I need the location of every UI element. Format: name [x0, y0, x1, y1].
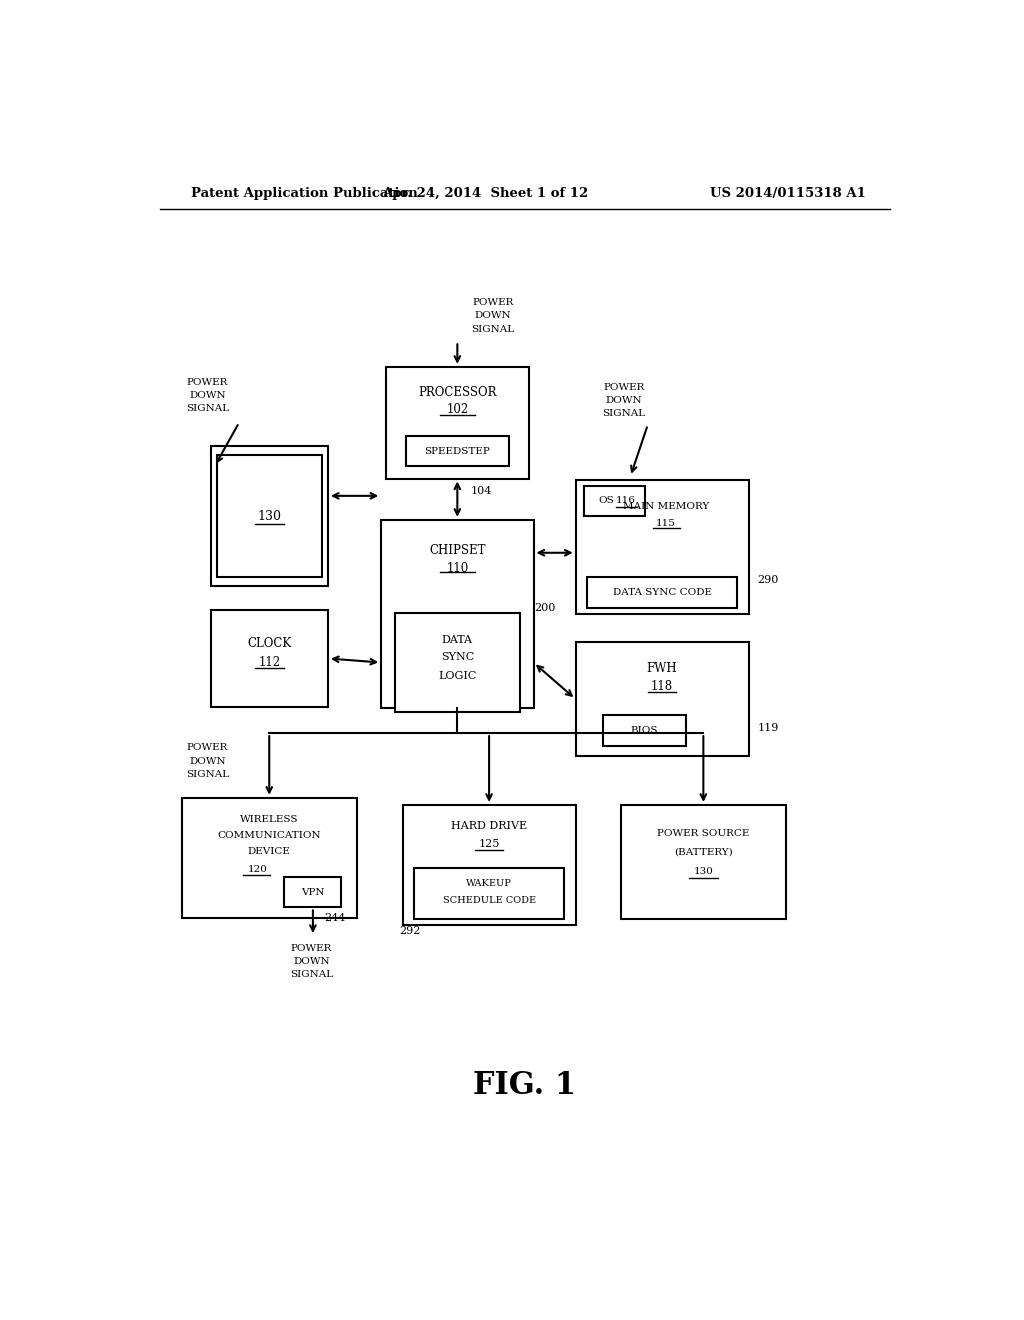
Text: FWH: FWH: [647, 663, 678, 675]
Bar: [621, 805, 785, 919]
Bar: [381, 520, 534, 708]
Text: 104: 104: [470, 486, 492, 496]
Bar: [394, 612, 520, 713]
Text: DOWN: DOWN: [605, 396, 642, 405]
Text: POWER: POWER: [603, 383, 645, 392]
Text: SCHEDULE CODE: SCHEDULE CODE: [442, 896, 536, 906]
Text: SIGNAL: SIGNAL: [290, 970, 333, 979]
Text: US 2014/0115318 A1: US 2014/0115318 A1: [711, 187, 866, 201]
Text: 130: 130: [693, 867, 714, 876]
Text: POWER: POWER: [291, 944, 332, 953]
Bar: [603, 715, 686, 746]
Text: 120: 120: [248, 866, 267, 874]
Text: 116: 116: [615, 496, 636, 506]
Text: SIGNAL: SIGNAL: [471, 325, 515, 334]
Text: 112: 112: [258, 656, 281, 669]
Text: DOWN: DOWN: [189, 756, 225, 766]
Text: DEVICE: DEVICE: [248, 847, 291, 857]
Text: COMMUNICATION: COMMUNICATION: [217, 830, 322, 840]
Text: Apr. 24, 2014  Sheet 1 of 12: Apr. 24, 2014 Sheet 1 of 12: [382, 187, 588, 201]
Bar: [406, 436, 509, 466]
Text: DOWN: DOWN: [293, 957, 330, 966]
Text: FIG. 1: FIG. 1: [473, 1069, 577, 1101]
Text: MAIN MEMORY: MAIN MEMORY: [623, 502, 710, 511]
Text: 244: 244: [325, 912, 346, 923]
Text: DATA: DATA: [441, 635, 473, 645]
Text: VPN: VPN: [301, 888, 325, 896]
Text: BIOS: BIOS: [631, 726, 658, 735]
Bar: [584, 486, 645, 516]
Text: 290: 290: [758, 576, 779, 585]
Text: POWER: POWER: [472, 298, 514, 308]
Bar: [211, 610, 328, 706]
Text: POWER SOURCE: POWER SOURCE: [657, 829, 750, 838]
Text: HARD DRIVE: HARD DRIVE: [451, 821, 527, 832]
Text: OS: OS: [599, 496, 614, 506]
Text: Patent Application Publication: Patent Application Publication: [191, 187, 418, 201]
Bar: [285, 876, 341, 907]
Text: 119: 119: [758, 722, 779, 733]
Text: 110: 110: [446, 561, 468, 574]
Text: 292: 292: [399, 925, 421, 936]
Text: POWER: POWER: [186, 743, 228, 752]
Text: POWER: POWER: [186, 378, 228, 387]
Bar: [402, 805, 575, 925]
Bar: [414, 867, 564, 919]
Text: 102: 102: [446, 403, 468, 416]
Text: 130: 130: [257, 510, 282, 523]
Text: DOWN: DOWN: [475, 312, 511, 321]
Text: PROCESSOR: PROCESSOR: [418, 385, 497, 399]
Text: SIGNAL: SIGNAL: [185, 404, 229, 413]
Bar: [575, 479, 749, 614]
Bar: [182, 797, 356, 917]
Text: 200: 200: [535, 603, 556, 612]
Text: DATA SYNC CODE: DATA SYNC CODE: [612, 587, 712, 597]
Text: 125: 125: [478, 840, 500, 850]
Text: 118: 118: [651, 680, 673, 693]
Bar: [211, 446, 328, 586]
Bar: [217, 455, 322, 577]
Bar: [575, 643, 749, 756]
Text: WIRELESS: WIRELESS: [240, 814, 299, 824]
Text: CHIPSET: CHIPSET: [429, 544, 485, 557]
Text: DOWN: DOWN: [189, 391, 225, 400]
Bar: [587, 577, 737, 607]
Text: (BATTERY): (BATTERY): [674, 847, 733, 857]
Text: LOGIC: LOGIC: [438, 671, 476, 681]
Text: SYNC: SYNC: [440, 652, 474, 663]
Text: CLOCK: CLOCK: [247, 636, 292, 649]
Bar: [386, 367, 528, 479]
Text: WAKEUP: WAKEUP: [466, 879, 512, 887]
Text: 115: 115: [656, 519, 676, 528]
Text: SIGNAL: SIGNAL: [185, 770, 229, 779]
Text: SPEEDSTEP: SPEEDSTEP: [425, 446, 490, 455]
Text: SIGNAL: SIGNAL: [602, 409, 645, 418]
